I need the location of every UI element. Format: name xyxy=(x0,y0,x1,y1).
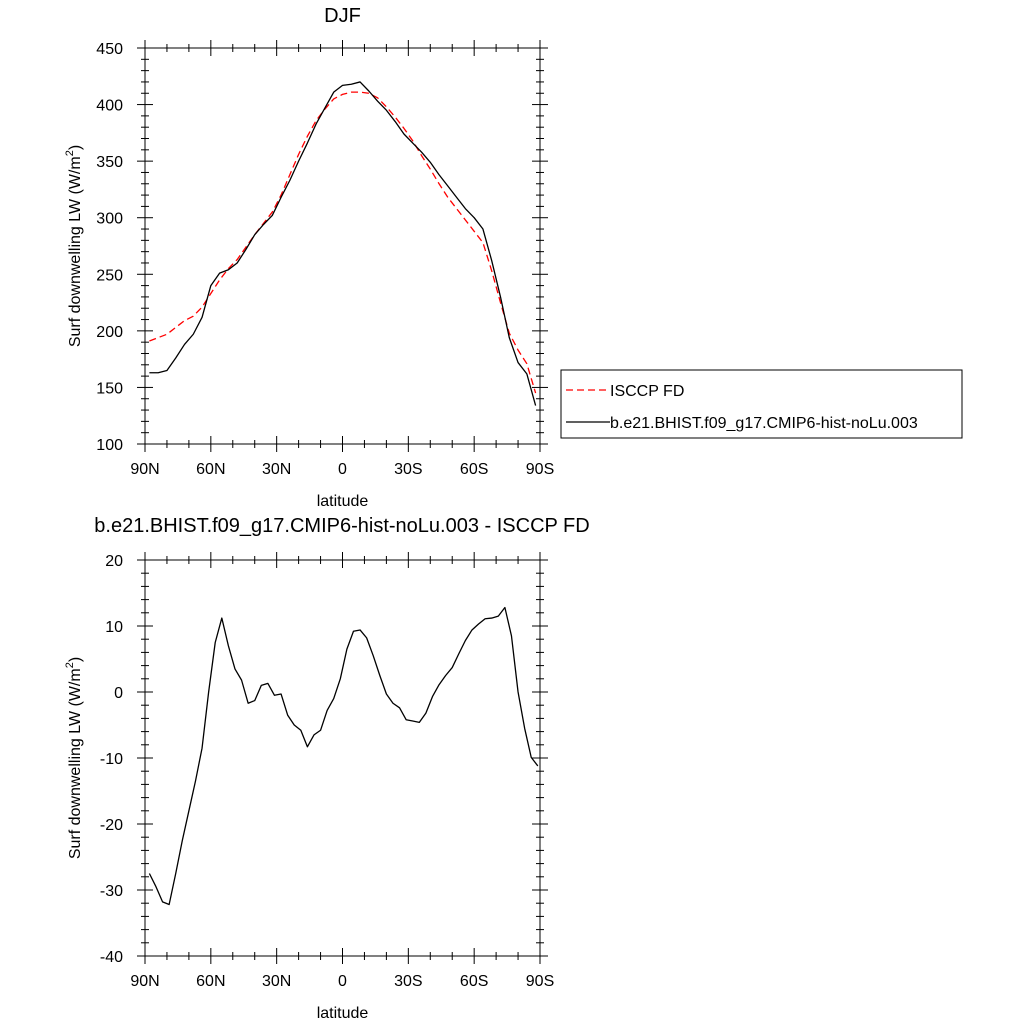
x-tick-label: 90N xyxy=(130,973,159,990)
x-tick-label: 60S xyxy=(460,461,488,478)
x-tick-label: 60N xyxy=(196,973,225,990)
y-axis-label-close: ) xyxy=(67,145,84,150)
y-tick-label: -20 xyxy=(100,817,123,834)
x-axis-label: latitude xyxy=(317,493,369,510)
y-axis-label-main: Surf downwelling LW (W/m xyxy=(67,156,84,347)
chart-title: DJF xyxy=(324,5,361,27)
y-tick-label: 0 xyxy=(114,685,123,702)
series-line-2 xyxy=(149,81,537,406)
series-line-1 xyxy=(148,606,539,906)
y-tick-label: 20 xyxy=(105,553,123,570)
x-tick-label: 60N xyxy=(196,461,225,478)
y-tick-label: -10 xyxy=(100,751,123,768)
x-tick-label: 0 xyxy=(338,461,347,478)
series-line-1 xyxy=(149,91,537,394)
y-tick-label: 450 xyxy=(96,41,123,58)
x-tick-label: 30S xyxy=(394,461,422,478)
y-tick-label: 300 xyxy=(96,211,123,228)
y-axis-label: Surf downwelling LW (W/m2) xyxy=(64,657,84,859)
y-tick-label: 10 xyxy=(105,619,123,636)
x-tick-label: 90N xyxy=(130,461,159,478)
y-tick-label: 350 xyxy=(96,154,123,171)
y-tick-label: -40 xyxy=(100,949,123,966)
chart-title: b.e21.BHIST.f09_g17.CMIP6-hist-noLu.003 … xyxy=(94,515,589,537)
y-tick-label: 250 xyxy=(96,267,123,284)
x-tick-label: 30S xyxy=(394,973,422,990)
y-axis-label-superscript: 2 xyxy=(64,150,76,156)
y-axis-label-superscript: 2 xyxy=(64,662,76,668)
legend-label-2: b.e21.BHIST.f09_g17.CMIP6-hist-noLu.003 xyxy=(610,415,918,432)
y-tick-label: -30 xyxy=(100,883,123,900)
x-tick-label: 0 xyxy=(338,973,347,990)
bottom-chart: b.e21.BHIST.f09_g17.CMIP6-hist-noLu.003 … xyxy=(64,515,590,1022)
y-tick-label: 150 xyxy=(96,380,123,397)
y-tick-label: 400 xyxy=(96,98,123,115)
x-axis-label: latitude xyxy=(317,1005,369,1022)
x-tick-label: 60S xyxy=(460,973,488,990)
plot-frame xyxy=(144,559,541,957)
legend: ISCCP FD b.e21.BHIST.f09_g17.CMIP6-hist-n… xyxy=(560,369,963,439)
y-axis-label-main: Surf downwelling LW (W/m xyxy=(67,668,84,859)
y-tick-label: 200 xyxy=(96,324,123,341)
x-tick-label: 90S xyxy=(526,973,554,990)
x-tick-label: 30N xyxy=(262,973,291,990)
y-tick-label: 100 xyxy=(96,437,123,454)
y-axis-label: Surf downwelling LW (W/m2) xyxy=(64,145,84,347)
y-axis-label-close: ) xyxy=(67,657,84,662)
legend-label-1: ISCCP FD xyxy=(610,383,684,400)
plot-frame xyxy=(144,47,541,445)
top-chart: DJF 90N 60N 30N 0 30S 60S 90S 100 150 200 250 300 350… xyxy=(64,5,554,510)
x-tick-label: 30N xyxy=(262,461,291,478)
x-tick-label: 90S xyxy=(526,461,554,478)
legend-box xyxy=(560,369,963,439)
